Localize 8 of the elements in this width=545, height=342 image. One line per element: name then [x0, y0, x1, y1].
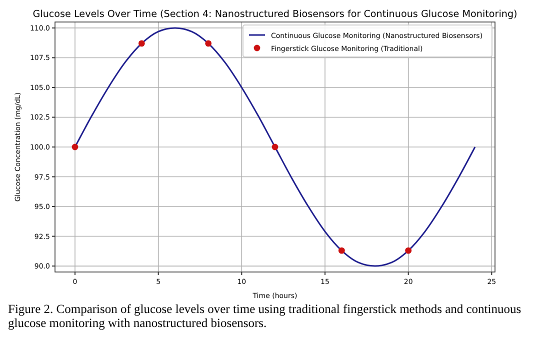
point: [138, 40, 145, 47]
point: [205, 40, 212, 47]
point: [72, 144, 78, 150]
point: [272, 144, 278, 150]
chart-title: Glucose Levels Over Time (Section 4: Nanostructured Biosensors for Continuous Glucose Monitoring): [32, 9, 518, 20]
caption: Figure 2. Comparison of glucose levels over time using traditional fingerstick methods and continuous glucose monitoring with nanostructured biosensors.: [8, 302, 522, 330]
point: [338, 247, 345, 254]
point: [405, 247, 412, 254]
